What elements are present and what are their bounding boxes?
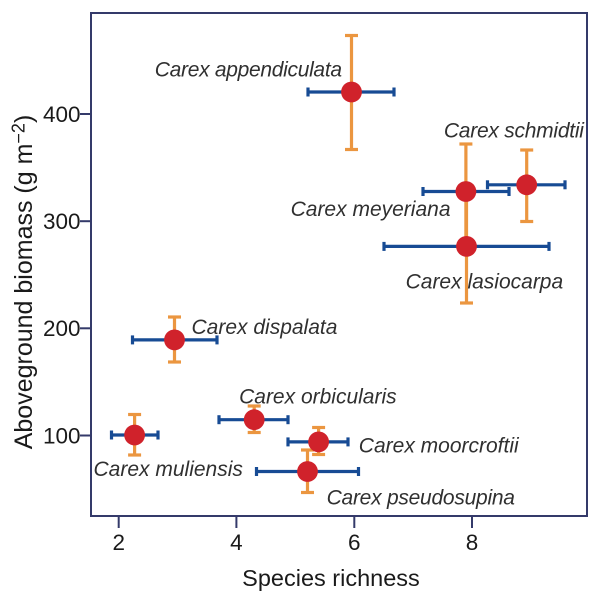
svg-text:6: 6: [348, 530, 361, 555]
svg-text:Carex meyeriana: Carex meyeriana: [291, 198, 451, 221]
svg-text:Carex moorcroftii: Carex moorcroftii: [359, 434, 520, 457]
svg-text:2: 2: [112, 530, 125, 555]
svg-text:Carex lasiocarpa: Carex lasiocarpa: [406, 271, 564, 294]
svg-text:Carex pseudosupina: Carex pseudosupina: [327, 486, 515, 509]
svg-text:100: 100: [43, 423, 81, 448]
svg-text:400: 400: [43, 102, 81, 127]
svg-text:Carex schmidtii: Carex schmidtii: [444, 119, 585, 142]
svg-text:Carex appendiculata: Carex appendiculata: [155, 59, 342, 82]
svg-text:200: 200: [43, 316, 81, 341]
svg-text:Carex orbicularis: Carex orbicularis: [239, 386, 397, 409]
svg-text:300: 300: [43, 209, 81, 234]
svg-text:8: 8: [466, 530, 479, 555]
svg-text:Carex muliensis: Carex muliensis: [94, 458, 244, 481]
svg-text:Aboveground biomass (g m−2): Aboveground biomass (g m−2): [9, 115, 39, 450]
svg-text:4: 4: [230, 530, 243, 555]
svg-text:Species richness: Species richness: [242, 565, 420, 591]
svg-text:Carex dispalata: Carex dispalata: [192, 316, 338, 339]
